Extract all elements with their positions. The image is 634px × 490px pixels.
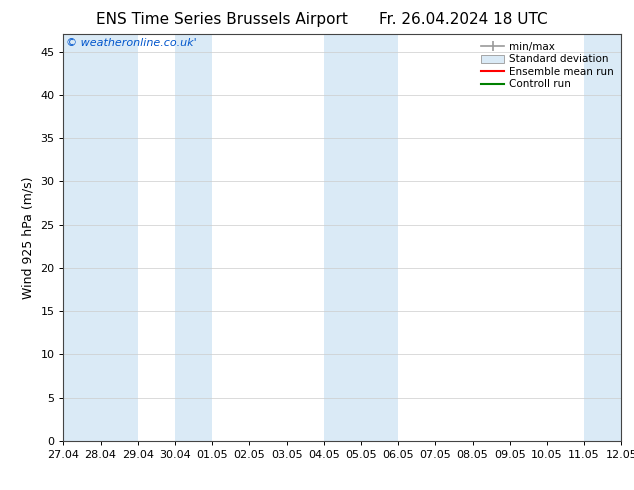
Text: Fr. 26.04.2024 18 UTC: Fr. 26.04.2024 18 UTC bbox=[378, 12, 547, 27]
Bar bbox=[63, 34, 138, 441]
Legend: min/max, Standard deviation, Ensemble mean run, Controll run: min/max, Standard deviation, Ensemble me… bbox=[479, 40, 616, 92]
Text: ENS Time Series Brussels Airport: ENS Time Series Brussels Airport bbox=[96, 12, 348, 27]
Text: © weatheronline.co.uk': © weatheronline.co.uk' bbox=[66, 38, 197, 49]
Bar bbox=[324, 34, 398, 441]
Y-axis label: Wind 925 hPa (m/s): Wind 925 hPa (m/s) bbox=[22, 176, 35, 299]
Bar bbox=[584, 34, 621, 441]
Bar bbox=[175, 34, 212, 441]
